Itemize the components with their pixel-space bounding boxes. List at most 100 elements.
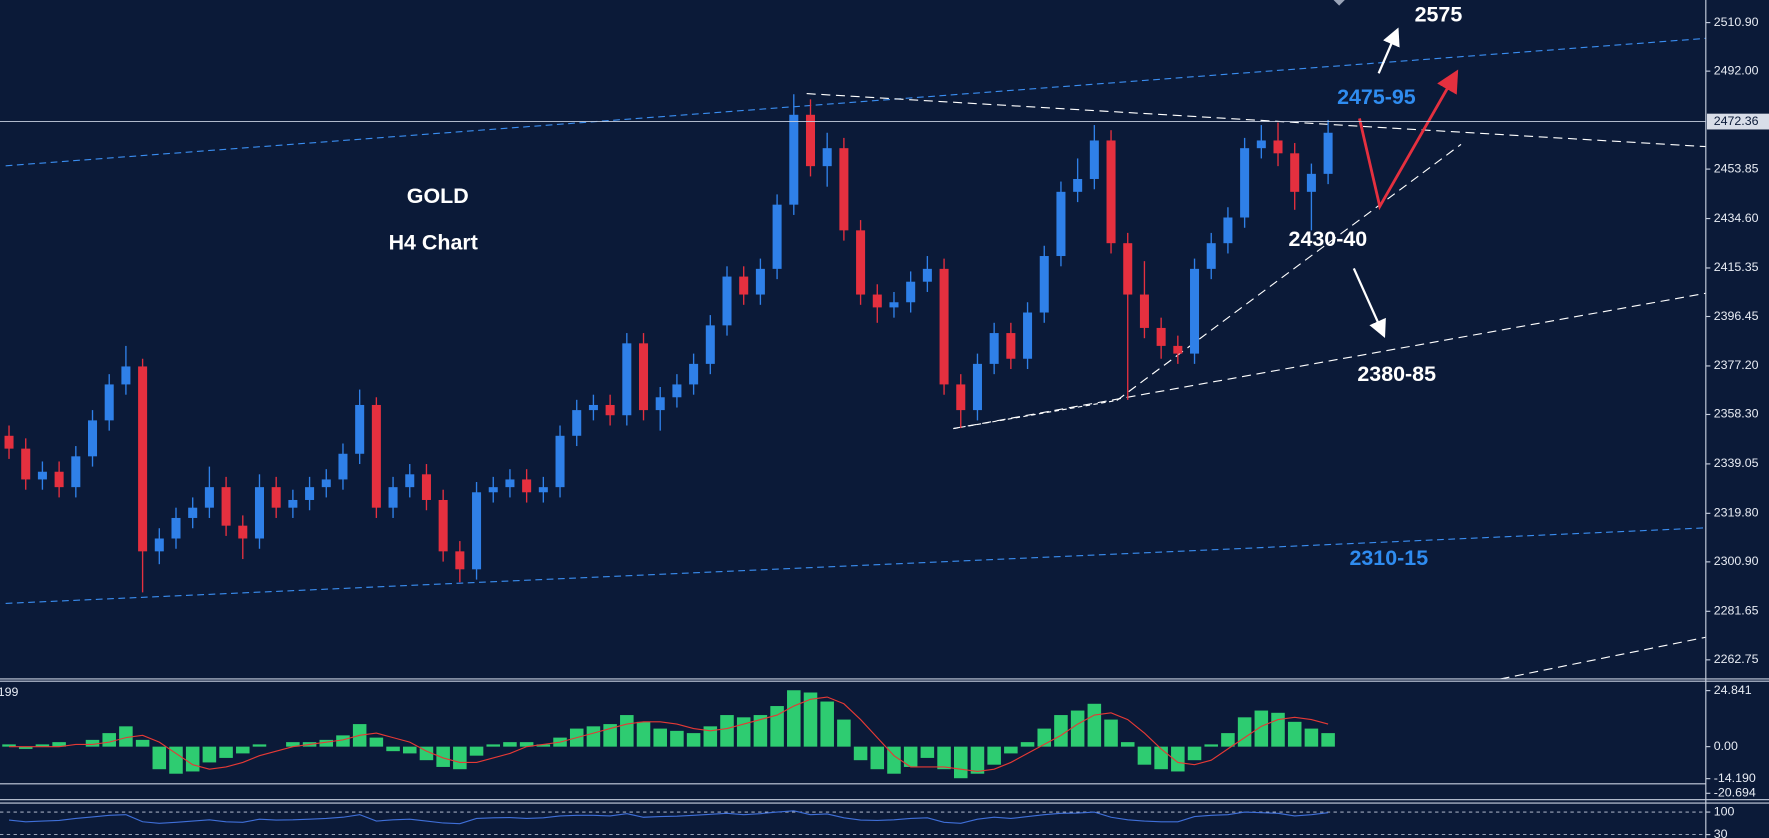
indicator-line (8, 810, 1329, 825)
candle-body (1089, 140, 1099, 179)
resistance-line (806, 93, 1706, 148)
macd-bar (736, 717, 751, 747)
macd-bar (853, 746, 868, 761)
macd-bar (820, 701, 834, 747)
candle-body (1023, 312, 1033, 359)
macd-bar (970, 746, 985, 774)
candle-body (271, 487, 281, 508)
y-tick-label: -14.190 (1714, 771, 1756, 785)
macd-bar (402, 746, 417, 754)
y-tick-label: 100 (1714, 804, 1735, 818)
candle-body (672, 384, 682, 398)
candle-body (1273, 140, 1283, 154)
candle-body (438, 499, 448, 552)
macd-bar (837, 719, 851, 747)
candle-body (238, 525, 248, 539)
main-plot (4, 94, 1333, 593)
macd-bar (202, 746, 217, 763)
candle-body (522, 479, 532, 493)
macd-bar (953, 746, 968, 779)
candle-body (1173, 345, 1183, 354)
macd-bar (436, 746, 450, 767)
y-tick-label: 0.00 (1714, 739, 1738, 753)
candle-body (822, 148, 832, 167)
candle-body (622, 343, 632, 416)
current-price-label: 2472.36 (1714, 114, 1759, 128)
macd-bar (720, 715, 734, 747)
annotation: 2430-40 (1289, 227, 1368, 251)
macd-bar (920, 746, 935, 758)
macd-bar (486, 744, 501, 747)
macd-bar (1137, 746, 1152, 765)
macd-bar (803, 692, 818, 747)
candle-body (588, 404, 598, 411)
y-tick-label: 2281.65 (1714, 604, 1759, 618)
candle-body (421, 474, 431, 500)
candle-body (305, 487, 315, 500)
macd-bar (503, 742, 517, 747)
macd-bar (1120, 742, 1135, 747)
candle-body (37, 471, 47, 480)
candle-body (772, 204, 782, 269)
candle-body (972, 363, 982, 411)
candle-body (188, 507, 198, 518)
macd-bar (1070, 710, 1085, 747)
lower-line (1500, 636, 1706, 679)
y-tick-label: 2377.20 (1714, 358, 1759, 372)
macd-bar (119, 726, 133, 747)
macd-bar (1271, 712, 1285, 747)
macd-bar (787, 690, 801, 747)
macd-bar (319, 739, 334, 747)
macd-bar (937, 746, 951, 770)
macd-bar (1171, 746, 1185, 772)
macd-bar (35, 744, 50, 747)
y-tick-label: 2396.45 (1714, 309, 1759, 323)
y-tick-label: 30 (1714, 827, 1728, 838)
candle-body (922, 268, 932, 282)
annotation: 2380-85 (1357, 362, 1436, 386)
candle-body (572, 410, 582, 436)
candle-body (371, 404, 381, 508)
macd-bar (18, 746, 33, 749)
trendlines (5, 37, 1706, 679)
candle-body (505, 479, 515, 488)
macd-bar (987, 746, 1001, 765)
base-line (953, 399, 1118, 430)
y-tick-label: 2510.90 (1714, 15, 1759, 29)
macd-bar (52, 742, 66, 747)
macd-bar (1204, 744, 1218, 747)
macd-bar (620, 715, 634, 747)
macd-bar (219, 746, 233, 758)
candle-body (1056, 191, 1066, 257)
candle-body (1123, 243, 1133, 295)
macd-bar (536, 744, 551, 747)
annotation: 2575 (1415, 2, 1463, 26)
candle-body (839, 148, 849, 231)
macd-bar (1104, 719, 1118, 747)
candle-body (221, 487, 231, 526)
macd-bar (586, 726, 601, 747)
candle-body (872, 294, 882, 308)
candle-body (204, 487, 214, 508)
macd-bar (1321, 733, 1335, 747)
candle-body (1006, 333, 1016, 359)
candle-body (138, 366, 148, 552)
macd-bar (1187, 746, 1202, 761)
macd-bar (453, 746, 467, 770)
macd-bar (2, 744, 16, 747)
candle-body (171, 517, 181, 539)
macd-bar (903, 746, 918, 767)
macd-bar (386, 746, 400, 752)
signal-line (9, 696, 1329, 773)
macd-bar (703, 726, 718, 747)
candle-body (856, 230, 866, 295)
y-tick-label: 2492.00 (1714, 63, 1759, 77)
y-tick-label: 2319.80 (1714, 506, 1759, 520)
candle-body (104, 384, 114, 421)
macd-bar (686, 733, 701, 747)
channel-bottom (5, 527, 1706, 604)
macd-bar (1287, 721, 1302, 747)
candle-body (321, 479, 331, 488)
